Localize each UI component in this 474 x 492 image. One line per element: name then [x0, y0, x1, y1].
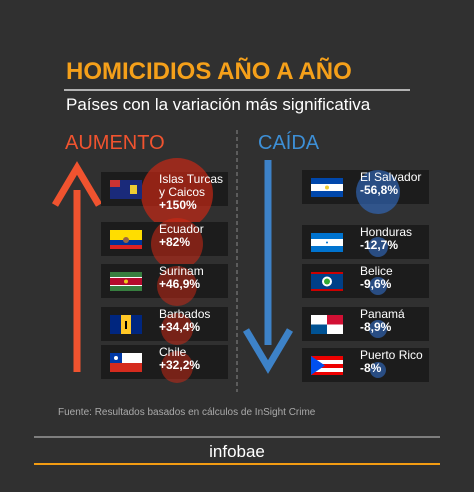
flag — [110, 272, 142, 291]
bubble — [368, 237, 388, 257]
bubble — [369, 320, 387, 338]
bubble — [356, 170, 400, 214]
country-row: Panamá -8,9% — [302, 307, 429, 341]
change: +34,4% — [159, 320, 201, 334]
change: -8% — [360, 361, 382, 375]
country: El Salvador — [360, 170, 422, 184]
country: Islas Turcas y Caicos — [159, 172, 224, 199]
country-row: Ecuador +82% — [101, 218, 228, 270]
country: Ecuador — [159, 222, 204, 236]
brand: infobae — [209, 442, 265, 461]
country: Panamá — [360, 307, 405, 321]
bubble — [151, 218, 203, 270]
bubble — [370, 362, 386, 378]
country: Honduras — [360, 225, 413, 239]
subtitle: Países con la variación más significativ… — [66, 95, 371, 114]
bubble — [161, 313, 193, 345]
country-row: Islas Turcas y Caicos +150% — [101, 158, 228, 230]
heading: CAÍDA — [258, 132, 320, 154]
title: HOMICIDIOS AÑO A AÑO — [66, 58, 352, 85]
bubble — [161, 351, 193, 383]
bubble — [369, 277, 387, 295]
flag — [311, 233, 343, 252]
change: -8,9% — [360, 320, 392, 334]
source: Fuente: Resultados basados en cálculos d… — [58, 407, 316, 418]
country: Belice — [360, 264, 393, 278]
flag — [110, 180, 142, 199]
change: -9,6% — [360, 277, 392, 291]
bubble — [157, 266, 197, 306]
flag — [110, 315, 142, 334]
flag — [311, 315, 343, 334]
country-row: Belice -9,6% — [302, 264, 429, 298]
change: -12,7% — [360, 238, 399, 252]
country-row: Surinam +46,9% — [101, 264, 228, 306]
country: Barbados — [159, 307, 211, 321]
change: +150% — [159, 198, 197, 212]
country: Chile — [159, 345, 187, 359]
change: -56,8% — [360, 183, 399, 197]
country-row: El Salvador -56,8% — [302, 170, 429, 214]
country-row: Barbados +34,4% — [101, 307, 228, 345]
flag — [110, 353, 142, 372]
flag — [311, 356, 343, 375]
flag — [311, 178, 343, 197]
change: +46,9% — [159, 277, 201, 291]
heading: AUMENTO — [65, 132, 165, 154]
change: +82% — [159, 235, 191, 249]
country-row: Chile +32,2% — [101, 345, 228, 383]
flag — [311, 272, 343, 291]
change: +32,2% — [159, 358, 201, 372]
flag — [110, 230, 142, 249]
country: Surinam — [159, 264, 204, 278]
country-row: Honduras -12,7% — [302, 225, 429, 259]
country-row: Puerto Rico -8% — [302, 348, 429, 382]
country: Puerto Rico — [360, 348, 423, 362]
